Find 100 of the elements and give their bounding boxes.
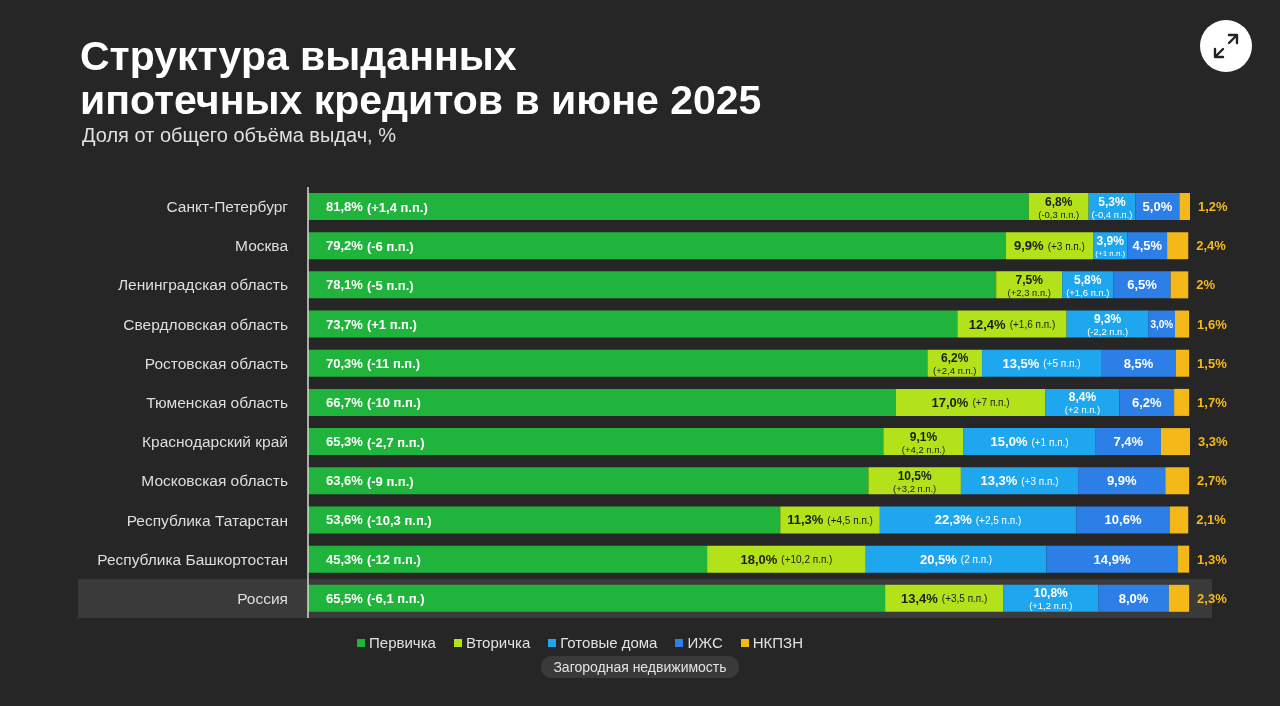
data-label: 3,3% [1198,434,1229,450]
text: Загородная недвижимость [541,656,739,678]
y-tick-label: Свердловская область [123,315,288,333]
data-label: 9,3% (-2,2 п.п.) [1087,312,1129,338]
data-label: 2,3% [1197,590,1228,606]
data-label: 6,5% [1127,277,1158,293]
data-label: 12,4% (+1,6 п.п.) [968,316,1056,332]
data-label: 13,3% (+3 п.п.) [980,473,1059,489]
bar [865,545,1047,573]
data-label: 1,7% [1197,394,1228,410]
bar [308,388,896,416]
data-label: 73,7% (+1 п.п.) [326,316,417,332]
data-label: 53,6% (-10,3 п.п.) [326,512,432,528]
data-label: 20,5% (2 п.п.) [919,551,993,567]
bar [1170,271,1189,299]
bar [963,428,1096,456]
data-label: 5,0% [1142,199,1173,214]
data-label: 13,4% (+3,5 п.п.) [900,590,988,606]
data-label: 1,6% [1197,316,1228,332]
legend-label: НКПЗН [752,634,803,651]
bar [1174,388,1190,416]
y-tick-label: Ростовская область [144,354,288,372]
data-label: 81,8% (+1,4 п.п.) [326,199,428,214]
data-label: 9,9% (+3 п.п.) [1014,238,1085,254]
bar [1101,349,1176,377]
data-label: 1,5% [1197,355,1228,371]
data-label: 22,3% (+2,5 п.п.) [934,512,1022,528]
data-label: 65,3% (-2,7 п.п.) [326,434,425,450]
bar [1098,584,1169,612]
data-label: 6,2% [1132,394,1163,410]
bar [1175,349,1190,377]
bar [308,271,997,299]
data-label: 5,3% (-0,4 п.п.) [1091,194,1133,220]
y-tick-label: Республика Башкортостан [97,550,288,568]
bar [1076,506,1170,534]
y-tick-label: Санкт-Петербург [166,198,289,216]
bar [1169,506,1189,534]
bar [308,310,958,338]
data-label: 9,9% [1106,473,1137,489]
bar [308,349,928,377]
chart-subtitle: Доля от общего объёма выдач, % [82,124,397,147]
data-label: 2,4% [1196,238,1227,254]
data-label: 45,3% (-12 п.п.) [326,551,421,567]
data-label: 78,1% (-5 п.п.) [326,277,414,293]
bar [1168,584,1190,612]
bar [308,232,1006,260]
data-label: 63,6% (-9 п.п.) [326,473,414,489]
data-label: 3,0% [1150,318,1174,330]
bar [1165,467,1190,495]
y-tick-label: Москва [235,237,289,255]
bar [1046,545,1178,573]
y-tick-label: Тюменская область [146,394,288,411]
y-tick-label: Ленинградская область [117,276,288,294]
data-label: 3,9% (+1 п.п.) [1095,233,1126,258]
bar [1078,467,1166,495]
data-label: 8,4% (+2 п.п.) [1064,390,1101,416]
bar [1177,545,1190,573]
data-label: 1,3% [1197,551,1228,567]
data-label: 7,4% [1113,434,1144,450]
bar [1160,428,1190,456]
chart-title: Структура выданных ипотечных кредитов в июне 2025 [80,33,762,123]
data-label: 10,5% (+3,2 п.п.) [893,468,937,494]
bar [707,545,866,573]
data-label: 10,8% (+1,2 п.п.) [1029,586,1073,612]
data-label: 70,3% (-11 п.п.) [326,355,421,371]
bar [308,584,886,612]
data-label: 11,3% (+4,5 п.п.) [787,512,873,528]
data-label: 65,5% (-6,1 п.п.) [326,590,425,606]
data-label: 1,2% [1198,199,1229,214]
bar [879,506,1077,534]
y-tick-label: Республика Татарстан [126,511,288,529]
data-label: 4,5% [1132,238,1163,254]
data-label: 6,8% (-0,3 п.п.) [1038,194,1080,220]
legend-label: Вторичка [465,634,531,651]
bar [308,545,708,573]
data-label: 6,2% (+2,4 п.п.) [933,351,977,377]
bar [1167,232,1189,260]
data-label: 2% [1196,277,1216,293]
data-label: 8,0% [1118,590,1149,606]
data-label: 14,9% [1093,551,1131,567]
bar [1095,428,1161,456]
legend-label: Готовые дома [560,634,658,651]
data-label: 18,0% (+10,2 п.п.) [740,551,833,567]
bar [308,467,869,495]
data-label: 7,5% (+2,3 п.п.) [1007,272,1051,298]
data-label: 10,6% [1104,512,1142,528]
y-tick-label: Краснодарский край [142,433,288,451]
y-tick-label: Московская область [141,472,288,490]
legend-label: Первичка [369,634,436,651]
data-label: 2,1% [1196,512,1227,528]
legend-label: ИЖС [687,634,723,651]
data-label: 5,8% (+1,6 п.п.) [1066,272,1110,298]
data-label: 2,7% [1197,473,1228,489]
bar [1179,193,1190,220]
data-label: 8,5% [1123,355,1154,371]
bar [308,428,884,456]
bar [1175,310,1190,338]
data-label: 13,5% (+5 п.п.) [1002,355,1081,371]
y-tick-label: Россия [237,589,288,607]
data-label: 9,1% (+4,2 п.п.) [901,429,946,455]
